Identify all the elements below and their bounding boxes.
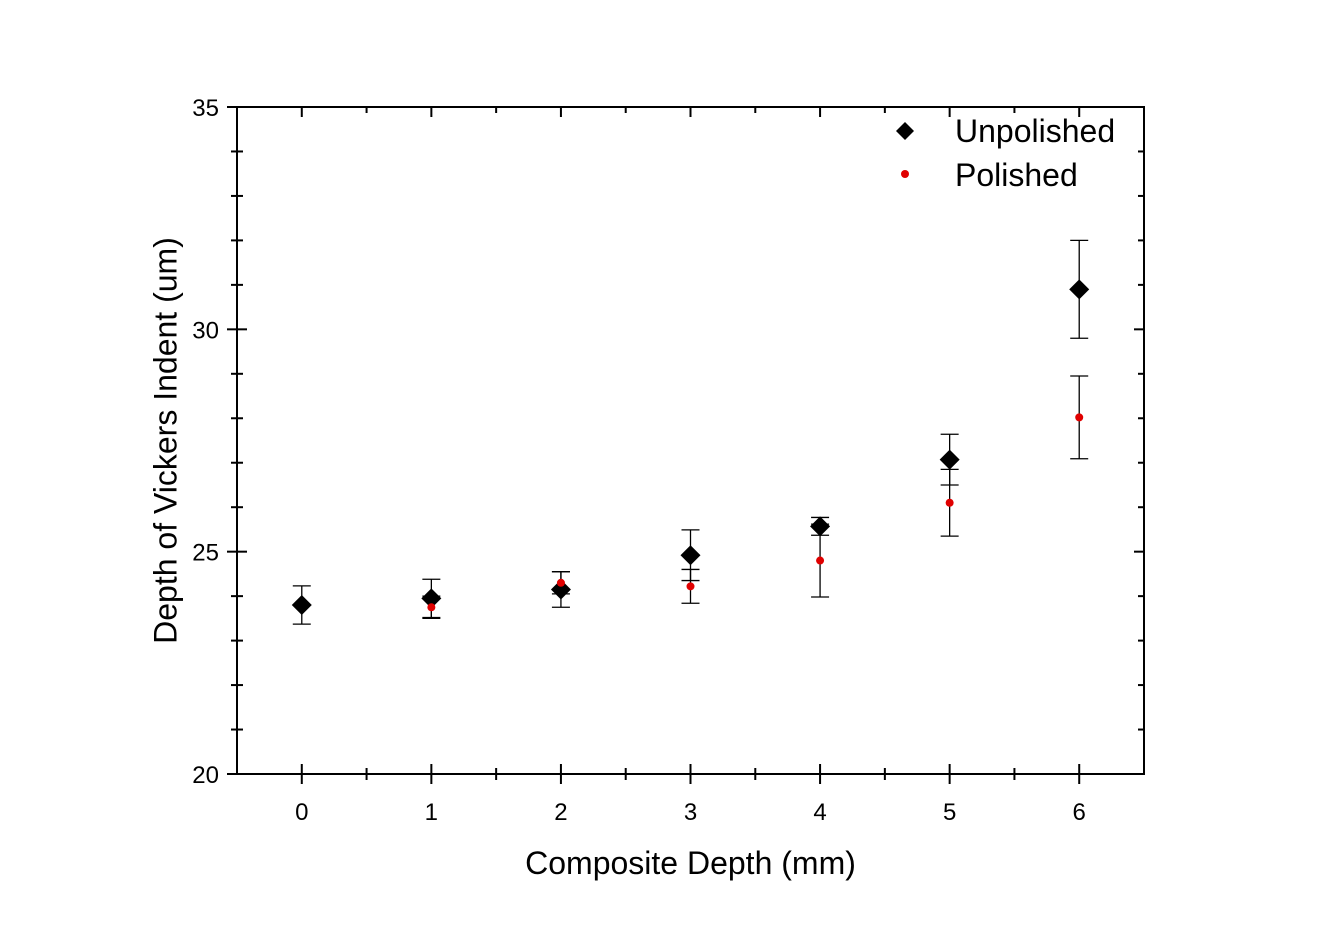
legend-label-polished: Polished (955, 157, 1078, 193)
legend-marker-polished (901, 170, 909, 178)
data-point-polished (945, 498, 954, 507)
data-point-unpolished (291, 595, 312, 616)
y-axis-title: Depth of Vickers Indent (um) (147, 237, 183, 644)
points-layer (291, 279, 1090, 616)
x-tick-label: 5 (943, 799, 956, 826)
data-point-unpolished (680, 545, 701, 566)
legend-label-unpolished: Unpolished (955, 113, 1115, 149)
x-tick-label: 1 (425, 799, 438, 826)
legend: Unpolished Polished (896, 113, 1115, 193)
data-point-unpolished (421, 588, 442, 609)
x-tick-label: 4 (813, 799, 826, 826)
data-point-polished (816, 556, 825, 565)
data-point-unpolished (1069, 279, 1090, 300)
y-tick-label: 25 (192, 540, 219, 567)
plot-frame (236, 106, 1145, 775)
data-point-unpolished (550, 579, 571, 600)
data-point-unpolished (939, 449, 960, 470)
data-point-unpolished (810, 516, 831, 537)
data-point-polished (427, 603, 436, 612)
y-tick-label: 30 (192, 317, 219, 344)
x-tick-label: 2 (554, 799, 567, 826)
x-tick-label: 0 (295, 799, 308, 826)
data-point-polished (686, 582, 695, 591)
errorbars-layer (292, 239, 1089, 625)
x-tick-label: 6 (1073, 799, 1086, 826)
y-tick-label: 20 (192, 762, 219, 789)
ticks-layer: 0 1 2 3 4 5 6 20 25 30 35 (192, 95, 1144, 826)
legend-marker-unpolished (896, 122, 914, 140)
data-point-polished (1075, 413, 1084, 422)
legend-item-unpolished: Unpolished (896, 113, 1115, 149)
x-tick-label: 3 (684, 799, 697, 826)
data-point-polished (556, 578, 565, 587)
legend-item-polished: Polished (901, 157, 1078, 193)
x-axis-title: Composite Depth (mm) (525, 845, 856, 881)
y-tick-label: 35 (192, 95, 219, 122)
